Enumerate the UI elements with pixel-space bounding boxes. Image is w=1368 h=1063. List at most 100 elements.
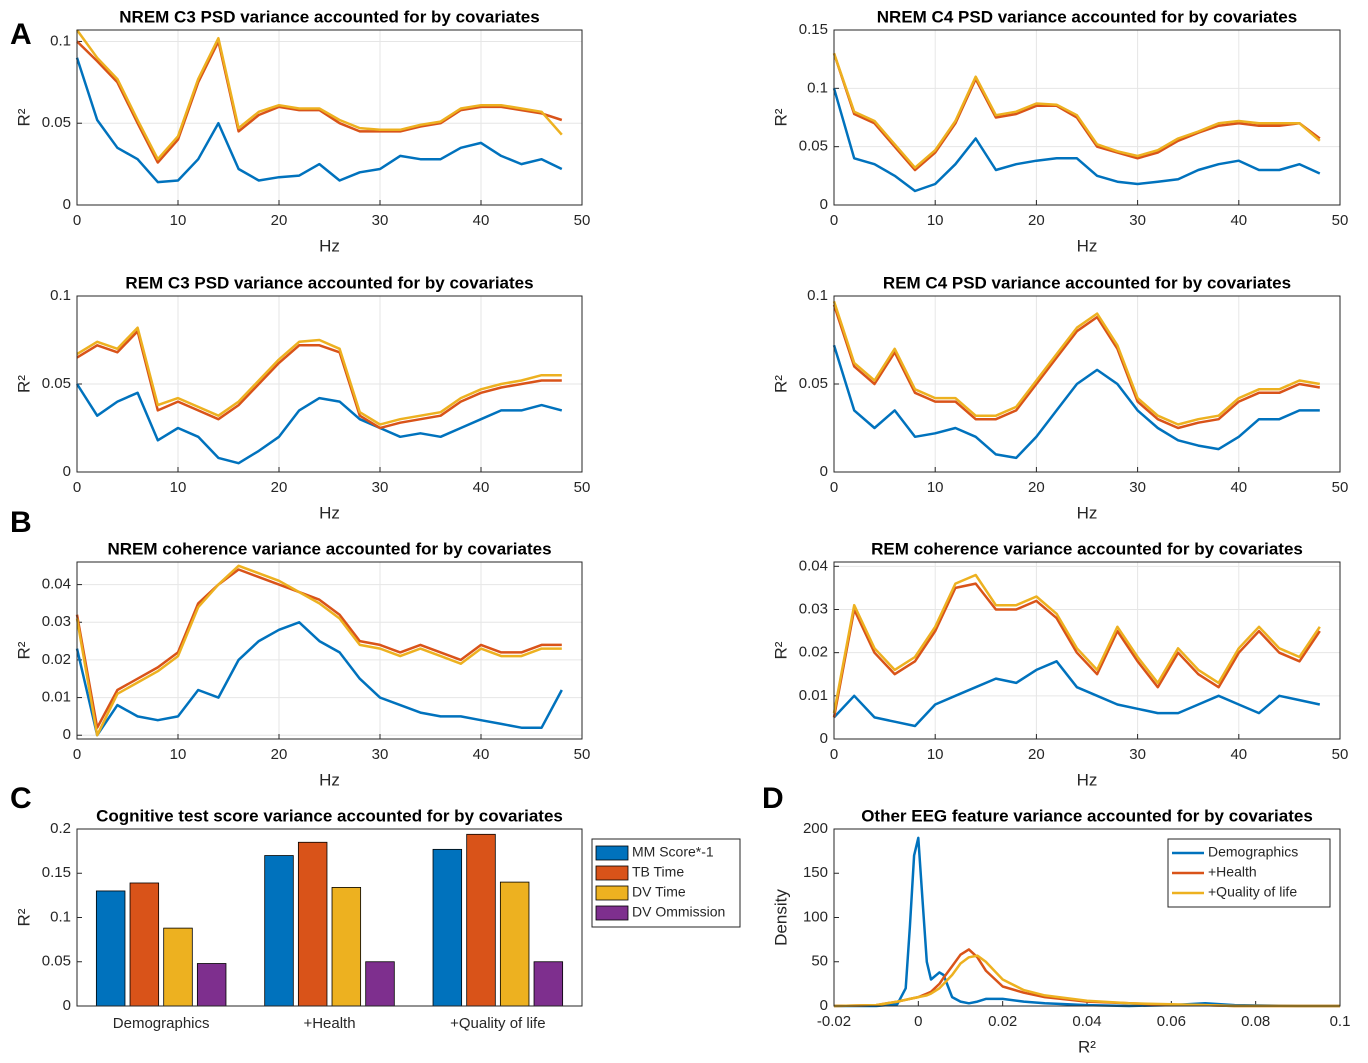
x-tick-label: 30: [1129, 479, 1146, 496]
x-tick-label: 0: [830, 212, 838, 229]
y-tick-label: 0.04: [42, 576, 71, 593]
x-tick-label: 0.06: [1157, 1013, 1186, 1030]
panel-label: C: [10, 782, 32, 815]
y-tick-label: 0: [820, 463, 828, 480]
x-tick-label: 0.08: [1241, 1013, 1270, 1030]
y-tick-label: 0.1: [807, 287, 828, 304]
line: [75, 564, 562, 737]
chart-title: REM C4 PSD variance accounted for by cov…: [883, 273, 1291, 292]
y-tick-label: 0.05: [42, 114, 71, 131]
y-tick-label: 0: [63, 726, 71, 743]
legend-label: Demographics: [1208, 844, 1298, 860]
x-tick-label: Demographics: [113, 1015, 210, 1032]
y-tick-label: 0.1: [807, 79, 828, 96]
bar: [129, 882, 160, 1007]
chart-title: NREM C3 PSD variance accounted for by co…: [119, 7, 539, 26]
x-tick-label: 0.02: [988, 1013, 1017, 1030]
x-tick-label: 30: [372, 212, 389, 229]
x-axis-label: R²: [1078, 1037, 1096, 1056]
line: [75, 621, 563, 737]
x-tick-label: 20: [1028, 746, 1045, 763]
x-tick-label: 0: [830, 746, 838, 763]
legend-label: +Quality of life: [1208, 884, 1297, 900]
x-tick-label: 30: [372, 746, 389, 763]
line: [832, 344, 1320, 460]
bar: [196, 963, 227, 1007]
x-tick-label: -0.02: [817, 1013, 851, 1030]
plot-area: [834, 30, 1340, 205]
y-tick-label: 50: [811, 953, 828, 970]
y-axis-label: R²: [14, 908, 33, 926]
y-tick-label: 0.05: [42, 375, 71, 392]
y-axis-label: R²: [771, 641, 790, 659]
y-tick-label: 0: [63, 997, 71, 1014]
x-tick-label: 40: [1230, 479, 1247, 496]
y-tick-label: 0: [63, 196, 71, 213]
line: [832, 300, 1321, 426]
y-axis-label: R²: [771, 108, 790, 126]
line: [832, 87, 1321, 193]
line: [76, 329, 562, 430]
y-tick-label: 0.01: [42, 689, 71, 706]
x-axis-label: Hz: [1077, 770, 1098, 789]
chart-title: NREM C4 PSD variance accounted for by co…: [877, 7, 1297, 26]
y-tick-label: 0.01: [799, 687, 828, 704]
chart-title: REM C3 PSD variance accounted for by cov…: [125, 273, 533, 292]
legend-label: MM Score*-1: [632, 844, 714, 860]
y-tick-label: 0.1: [50, 287, 71, 304]
x-tick-label: 0: [830, 479, 838, 496]
line: [75, 383, 563, 465]
line: [832, 573, 1321, 714]
bar: [297, 841, 328, 1007]
bar: [365, 961, 395, 1007]
y-tick-label: 0.03: [42, 613, 71, 630]
axes-box: [76, 29, 583, 206]
plot-area: [834, 562, 1340, 739]
axes-box: [833, 828, 1341, 1007]
axes-box: [76, 295, 583, 473]
legend-label: +Health: [1208, 864, 1257, 880]
line: [833, 954, 1340, 1008]
legend-swatch: [595, 865, 629, 881]
bar: [432, 848, 463, 1007]
x-tick-label: 10: [170, 212, 187, 229]
y-tick-label: 0.05: [799, 375, 828, 392]
x-tick-label: 50: [1332, 212, 1349, 229]
x-axis-label: Hz: [1077, 503, 1098, 522]
x-tick-label: 0: [73, 212, 81, 229]
panel-label: D: [762, 782, 784, 815]
x-tick-label: 30: [1129, 746, 1146, 763]
line: [832, 52, 1321, 172]
x-axis-label: Hz: [319, 503, 340, 522]
line: [832, 582, 1321, 718]
y-tick-label: 0: [820, 730, 828, 747]
legend: Demographics +Health +Quality of life: [1167, 838, 1331, 908]
y-tick-label: 150: [803, 864, 828, 881]
legend-swatch: [595, 845, 629, 861]
y-tick-label: 0: [820, 196, 828, 213]
legend-swatch: [595, 905, 629, 921]
axes-box: [76, 561, 583, 740]
panel-label: B: [10, 506, 32, 539]
y-tick-label: 0.15: [42, 864, 71, 881]
y-tick-label: 0.15: [799, 21, 828, 38]
y-tick-label: 0.03: [799, 600, 828, 617]
x-tick-label: +Health: [303, 1015, 355, 1032]
line: [832, 52, 1321, 169]
y-axis-label: R²: [14, 641, 33, 659]
x-tick-label: +Quality of life: [450, 1015, 545, 1032]
x-tick-label: 40: [473, 479, 490, 496]
y-tick-label: 0.02: [799, 644, 828, 661]
x-tick-label: 10: [927, 479, 944, 496]
y-tick-label: 0.1: [50, 908, 71, 925]
legend-label: DV Time: [632, 884, 686, 900]
line: [76, 40, 563, 164]
x-tick-label: 0: [73, 479, 81, 496]
y-axis-label: R²: [14, 108, 33, 126]
x-tick-label: 20: [271, 212, 288, 229]
bar: [95, 890, 126, 1007]
bar: [466, 833, 496, 1007]
x-tick-label: 50: [1332, 479, 1349, 496]
line: [832, 304, 1321, 430]
